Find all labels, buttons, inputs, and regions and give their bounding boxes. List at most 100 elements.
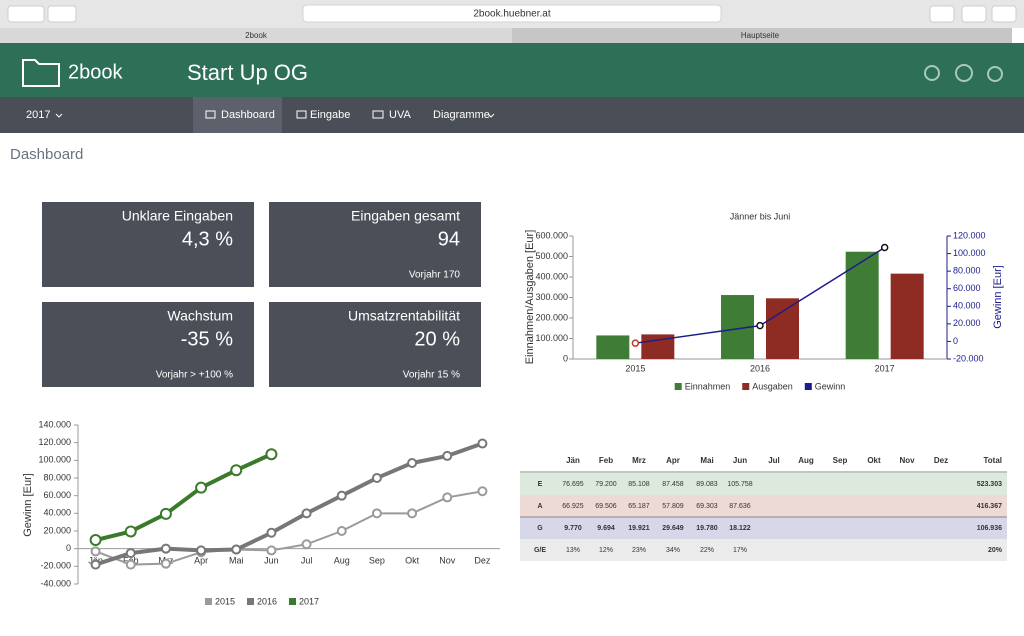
table-cell: 9.770	[564, 525, 582, 532]
point	[407, 508, 418, 519]
point	[336, 526, 347, 536]
x-tick-label: 2017	[875, 363, 895, 373]
point	[196, 545, 207, 556]
nav-item[interactable]: Eingabe	[310, 109, 350, 121]
url: 2book.huebner.at	[473, 9, 551, 20]
line-chart: -40.000 -20.000 0 20.000 40.000 60.000 80.000 1…	[22, 419, 500, 606]
table-cell: 9.694	[597, 525, 615, 532]
y-tick-label: 140.000	[38, 419, 71, 429]
table-cell: G	[537, 525, 543, 532]
bar	[845, 251, 879, 359]
table-cell: 105.758	[727, 481, 752, 488]
x-tick-label: Jul	[301, 555, 313, 565]
table-cell: 85.108	[628, 481, 650, 488]
kpi-card	[269, 302, 481, 387]
point	[231, 544, 242, 555]
x-tick-label: Sep	[369, 555, 385, 565]
y-axis-label: Gewinn [Eur]	[22, 473, 34, 537]
kpi-card	[269, 202, 481, 287]
app-header	[0, 43, 1024, 97]
y-tick-label: 100.000	[38, 455, 71, 465]
x-tick-label: Mai	[229, 555, 244, 565]
table-cell: E	[538, 481, 543, 488]
x-tick-label: Apr	[194, 555, 208, 565]
x-tick-label: Dez	[474, 555, 491, 565]
bar	[596, 335, 630, 359]
point	[477, 438, 488, 449]
point	[301, 508, 312, 519]
y-tick-label: 20.000	[43, 525, 71, 535]
y-tick-label: 400.000	[535, 271, 568, 281]
share-button[interactable]	[961, 5, 987, 23]
table-cell: 18.122	[729, 525, 751, 532]
point	[756, 321, 764, 330]
nav-icon	[296, 110, 307, 119]
table-cell: 22%	[700, 547, 714, 554]
table-cell: 69.506	[595, 503, 617, 510]
table-cell: 79.200	[595, 481, 617, 488]
url-field[interactable]	[302, 4, 722, 23]
tab[interactable]	[512, 28, 1012, 43]
logo: 2book	[68, 61, 123, 83]
tab[interactable]	[0, 28, 512, 43]
legend-swatch	[289, 598, 297, 605]
x-tick-label: Okt	[405, 555, 420, 565]
point	[89, 534, 102, 547]
y2-tick-label: 20.000	[953, 318, 981, 328]
point	[90, 559, 101, 570]
table-cell: 57.809	[662, 503, 684, 510]
sidebar-button[interactable]	[47, 5, 77, 23]
bar	[766, 298, 799, 359]
table-header: Feb	[599, 456, 613, 465]
tabs-button[interactable]	[991, 5, 1017, 23]
line	[94, 441, 484, 567]
help-icon[interactable]	[955, 64, 973, 82]
table-header: Sep	[833, 456, 848, 465]
table-header: Total	[983, 456, 1002, 465]
kpi-value: -35 %	[181, 328, 233, 350]
point	[266, 545, 277, 556]
kpi-value: 20 %	[414, 328, 460, 350]
y-tick-label: -40.000	[40, 578, 71, 588]
y2-tick-label: 40.000	[953, 301, 981, 311]
table-cell: 29.649	[662, 525, 684, 532]
point	[160, 558, 171, 569]
y-tick-label: 100.000	[535, 333, 568, 343]
table-header: Jul	[768, 456, 780, 465]
table-header: Apr	[666, 456, 680, 465]
y2-tick-label: 100.000	[953, 248, 986, 258]
download-button[interactable]	[929, 5, 955, 23]
table-header: Okt	[867, 456, 881, 465]
y-tick-label: 500.000	[535, 251, 568, 261]
nav-item[interactable]: UVA	[389, 109, 411, 121]
line	[95, 490, 483, 566]
point	[125, 559, 136, 570]
kpi-card	[42, 202, 254, 287]
legend-swatch	[204, 598, 212, 605]
nav-item[interactable]: Diagramme	[433, 109, 490, 121]
table-header: Jän	[566, 456, 580, 465]
table-row	[520, 517, 1007, 539]
nav-buttons[interactable]	[7, 5, 45, 23]
point	[477, 486, 488, 497]
table-header: Dez	[934, 456, 948, 465]
table-cell: 87.458	[662, 481, 684, 488]
logout-icon[interactable]	[987, 66, 1003, 82]
table-header: Nov	[899, 456, 915, 465]
nav-icon	[205, 110, 216, 119]
y-tick-label: 300.000	[535, 292, 568, 302]
table-cell: A	[537, 503, 542, 510]
settings-icon[interactable]	[924, 65, 940, 81]
table-header: Jun	[733, 456, 747, 465]
table-header: Mai	[700, 456, 713, 465]
nav-bar	[0, 97, 1024, 133]
point	[442, 450, 453, 461]
table-cell: 106.936	[977, 525, 1002, 532]
kpi-note: Vorjahr 15 %	[403, 370, 460, 381]
kpi-label: Wachstum	[167, 308, 233, 324]
table-cell: 20%	[988, 547, 1003, 554]
kpi-value: 4,3 %	[182, 228, 233, 250]
nav-item[interactable]: Dashboard	[221, 109, 275, 121]
year-select[interactable]: 2017	[26, 109, 50, 121]
